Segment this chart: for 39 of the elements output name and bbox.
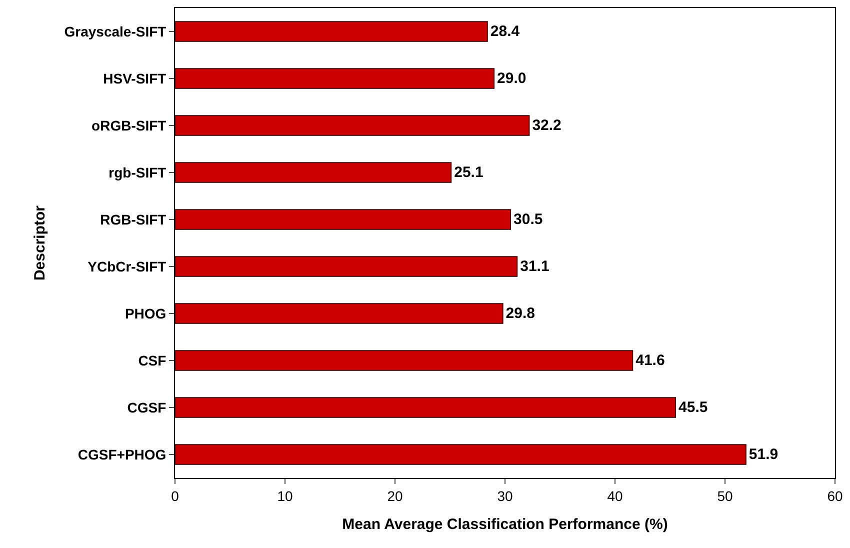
x-tick-label: 40 <box>607 488 623 504</box>
bar <box>175 68 494 89</box>
data-label: 25.1 <box>454 164 484 181</box>
bar <box>175 397 676 418</box>
x-axis-title: Mean Average Classification Performance (%) <box>342 516 668 533</box>
data-label: 32.2 <box>532 117 562 134</box>
y-tick-label: Grayscale-SIFT <box>64 23 167 40</box>
y-tick-label: oRGB-SIFT <box>92 117 167 134</box>
y-tick-label: HSV-SIFT <box>103 70 167 86</box>
data-label: 28.4 <box>490 23 520 40</box>
x-tick-label: 10 <box>277 488 293 504</box>
y-tick-label: RGB-SIFT <box>100 211 167 228</box>
y-tick-label: CGSF+PHOG <box>78 446 166 462</box>
data-label: 51.9 <box>748 446 778 463</box>
x-tick-label: 0 <box>171 488 180 504</box>
data-label: 41.6 <box>636 352 665 369</box>
x-tick-label: 30 <box>497 488 513 504</box>
data-label: 30.5 <box>514 211 543 228</box>
y-tick-label: PHOG <box>124 305 166 322</box>
data-label: 45.5 <box>678 399 708 416</box>
data-label: 29.0 <box>497 70 526 87</box>
x-tick-label: 20 <box>387 488 403 504</box>
y-tick-label: CSF <box>138 352 167 368</box>
y-axis-title: Descriptor <box>32 205 49 281</box>
bar <box>175 444 746 465</box>
data-label: 29.8 <box>506 305 536 322</box>
bar <box>175 162 452 183</box>
x-tick-label: 50 <box>717 488 733 504</box>
data-label: 31.1 <box>520 258 550 275</box>
bar <box>175 350 634 371</box>
bar <box>175 303 504 324</box>
bar <box>175 209 511 230</box>
x-tick-label: 60 <box>827 488 843 504</box>
bar <box>175 21 488 42</box>
bar <box>175 256 518 277</box>
y-tick-label: rgb-SIFT <box>108 164 167 180</box>
y-tick-label: CGSF <box>127 399 167 416</box>
y-tick-label: YCbCr-SIFT <box>88 258 167 274</box>
bar <box>175 115 530 136</box>
